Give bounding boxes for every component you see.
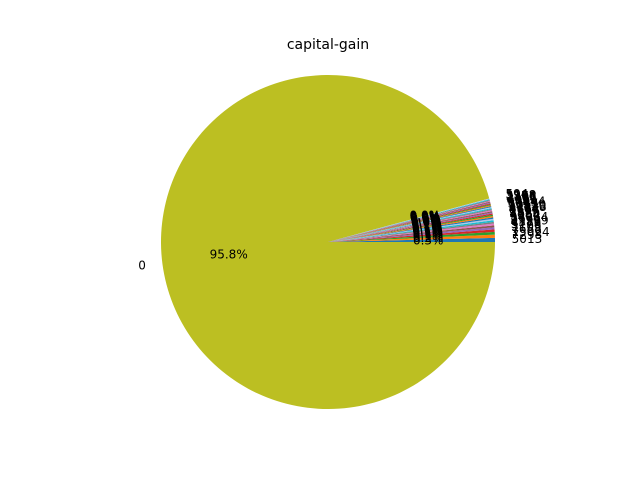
pie-slice-percent: 0.2% (413, 231, 444, 245)
pie-slice-label: 27828 (508, 200, 546, 214)
pie-slice-label: 4064 (510, 208, 541, 222)
pie-slice (328, 229, 495, 242)
pie-slice (328, 217, 494, 242)
pie-slice-percent: 0.0% (411, 214, 442, 228)
pie-slice (328, 202, 491, 242)
pie-slice (328, 210, 493, 242)
pie-slice (328, 234, 495, 242)
pie-slice-percent: 0.0% (411, 215, 442, 229)
pie-slice-label: 14084 (510, 210, 548, 224)
pie-slice (328, 204, 491, 242)
pie-slice-percent: 0.0% (410, 212, 441, 226)
pie-slice-label: 13550 (508, 198, 546, 212)
pie-slice-percent: 0.0% (411, 214, 442, 228)
pie-slice (328, 201, 491, 242)
pie-slice-percent: 0.1% (412, 222, 443, 236)
pie-slice-percent: 0.1% (413, 225, 444, 239)
pie-slice (328, 211, 493, 242)
pie-slice (328, 206, 492, 242)
pie-slice-percent: 0.0% (410, 209, 441, 223)
pie-slice-label: 4386 (511, 215, 542, 229)
pie-slice-percent: 0.1% (413, 228, 444, 242)
pie-slice (328, 198, 490, 242)
pie-slice (328, 209, 492, 242)
pie-slice-percent: 0.3% (413, 233, 444, 247)
pie-slice (161, 75, 495, 410)
pie-slice (328, 221, 494, 242)
pie-slice-percent: 0.0% (411, 213, 442, 227)
pie-slice (328, 207, 492, 242)
pie-slice-percent: 95.8% (210, 248, 248, 262)
pie-slices (161, 75, 496, 410)
pie-slice-percent: 0.0% (410, 211, 441, 225)
pie-slice-label: 8614 (509, 203, 540, 217)
pie-slice-label: 1055 (507, 192, 538, 206)
pie-slice (328, 223, 495, 242)
pie-labels: 095.8%5940.0%39080.0%21760.0%21050.0%240… (138, 187, 549, 273)
pie-slice-label: 7688 (511, 222, 542, 236)
pie-slice (328, 213, 493, 242)
pie-slice-label: 2407 (506, 191, 537, 205)
pie-slice-label: 3908 (506, 188, 537, 202)
pie-slice-label: 594 (505, 187, 528, 201)
pie-slice-label: 10520 (508, 199, 546, 213)
pie-slice (328, 200, 490, 242)
pie-slice-label: 15024 (511, 225, 549, 239)
pie-slice (328, 212, 493, 242)
pie-slice-percent: 0.1% (412, 223, 443, 237)
chart-title: capital-gain (287, 37, 369, 53)
pie-slice-label: 0 (138, 259, 146, 273)
pie-slice (328, 208, 492, 242)
pie-slice-percent: 0.1% (412, 221, 443, 235)
pie-slice-label: 5013 (512, 232, 543, 246)
pie-slice-label: 2174 (510, 211, 541, 225)
pie-slice (328, 218, 494, 242)
pie-slice-label: 99999 (510, 213, 548, 227)
pie-slice-label: 4650 (510, 207, 541, 221)
pie-slice-percent: 0.0% (410, 210, 441, 224)
pie-slice (328, 200, 491, 242)
pie-slice-label: 14344 (507, 195, 545, 209)
pie-slice (328, 203, 491, 242)
pie-slice-percent: 0.1% (412, 220, 443, 234)
pie-slice (328, 216, 494, 242)
pie-slice-label: 4101 (507, 193, 538, 207)
pie-slice-label: 3137 (508, 197, 539, 211)
pie-slice-label: 2597 (509, 204, 540, 218)
pie-slice-percent: 0.1% (411, 216, 442, 230)
pie-slice-percent: 0.0% (411, 213, 442, 227)
pie-slice (328, 237, 496, 242)
pie-slice-label: 5178 (511, 217, 542, 231)
pie-slice-percent: 0.1% (411, 217, 442, 231)
pie-slice-percent: 0.0% (410, 211, 441, 225)
pie-slice-label: 7298 (512, 228, 543, 242)
pie-slice-percent: 0.1% (412, 218, 443, 232)
pie-slice-label: 4787 (509, 201, 540, 215)
pie-slice-label: 2176 (506, 189, 537, 203)
pie-slice (328, 205, 492, 242)
pie-slice-label: 3325 (509, 205, 540, 219)
pie-slice (328, 231, 495, 242)
pie-slice (328, 225, 495, 242)
pie-slice-percent: 0.1% (412, 224, 443, 238)
pie-slice-percent: 0.0% (410, 212, 441, 226)
pie-slice (328, 214, 493, 242)
pie-slice-label: 6849 (508, 196, 539, 210)
pie-slice (328, 227, 495, 242)
pie-slice-percent: 0.0% (410, 209, 441, 223)
pie-slice-label: 3411 (507, 192, 538, 206)
pie-slice (328, 220, 494, 242)
pie-slice-percent: 0.1% (412, 219, 443, 233)
pie-slice-percent: 0.0% (411, 216, 442, 230)
pie-slice (328, 199, 490, 242)
pie-slice-percent: 0.0% (410, 210, 441, 224)
pie-slice-label: 2105 (506, 190, 537, 204)
pie-slice-percent: 0.1% (412, 219, 443, 233)
pie-slice-label: 3103 (511, 219, 542, 233)
pie-slice-percent: 0.1% (413, 226, 444, 240)
pie-slice-percent: 0.1% (413, 229, 444, 243)
